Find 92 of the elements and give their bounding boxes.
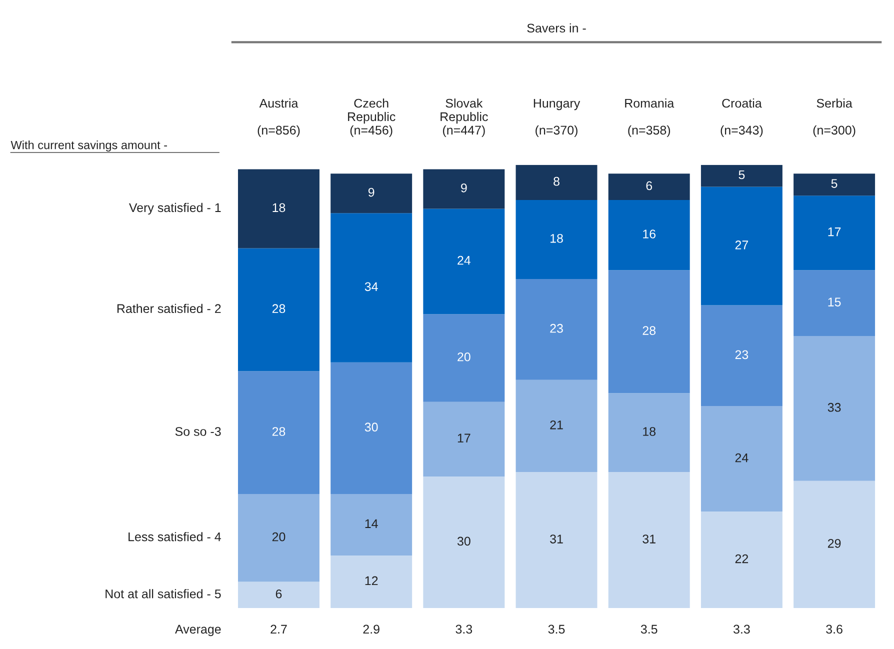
bar — [794, 270, 876, 336]
data-label: 18 — [643, 427, 656, 436]
data-label: 12 — [365, 576, 378, 586]
data-label: 23 — [735, 350, 748, 360]
text: 2.7 — [270, 624, 287, 634]
bar — [423, 476, 505, 608]
series-label: Not at all satisfied - 5 — [106, 589, 221, 598]
bar — [238, 371, 320, 494]
text: 3.5 — [640, 624, 658, 634]
data-label: 22 — [735, 554, 748, 564]
bar — [516, 164, 598, 200]
series-label: Rather satisfied - 2 — [117, 304, 221, 314]
data-label: 17 — [458, 434, 470, 442]
data-label: 20 — [272, 532, 286, 542]
bar — [330, 174, 412, 214]
bar — [238, 494, 320, 582]
bar — [516, 472, 598, 608]
bar — [330, 494, 412, 556]
text: 3.5 — [548, 624, 565, 634]
data-label: 24 — [735, 453, 748, 462]
bar — [330, 362, 412, 494]
bar — [608, 472, 690, 608]
data-label: 31 — [550, 534, 563, 544]
bar — [516, 278, 598, 380]
bar — [700, 186, 782, 306]
bar — [423, 402, 505, 476]
data-label: 6 — [276, 589, 282, 598]
bar — [700, 164, 782, 187]
data-label: 27 — [735, 240, 748, 250]
data-label: 28 — [642, 326, 656, 335]
text: Savers in - — [527, 23, 586, 33]
data-label: 9 — [461, 183, 467, 192]
bar — [608, 393, 690, 472]
data-label: 6 — [646, 181, 652, 190]
data-label: 24 — [458, 256, 471, 265]
bar — [700, 305, 782, 406]
data-label: 20 — [458, 352, 470, 362]
bar — [700, 512, 782, 608]
series-label: Very satisfied - 1 — [128, 202, 221, 215]
bar — [608, 174, 690, 200]
bar — [423, 208, 505, 314]
x-tick-label: Czech Republic (n=456) — [348, 98, 396, 138]
data-label: 5 — [831, 179, 838, 188]
data-label: 33 — [828, 402, 841, 412]
data-label: 29 — [828, 538, 841, 548]
data-label: 15 — [828, 298, 841, 306]
category-label: Austria (n=856) — [258, 98, 300, 138]
data-label: 23 — [550, 324, 563, 333]
bar — [794, 174, 876, 196]
bar — [238, 169, 320, 248]
bar — [330, 555, 412, 608]
text: 3.3 — [456, 624, 472, 634]
data-label: 18 — [550, 234, 563, 243]
category-label: Romania (n=358) — [625, 98, 674, 138]
data-label: 30 — [457, 536, 470, 546]
data-label: 14 — [365, 519, 378, 528]
text: 3.3 — [733, 624, 750, 634]
bar — [238, 248, 320, 372]
category-label: Croatia (n=343) — [720, 98, 763, 138]
bar — [423, 314, 505, 402]
x-tick-label: Slovak Republic (n=447) — [440, 98, 488, 138]
category-label: Serbia (n=300) — [813, 98, 856, 138]
bar — [516, 200, 598, 279]
data-label: 31 — [642, 534, 656, 544]
bar — [608, 270, 690, 394]
text: 3.6 — [826, 624, 842, 634]
data-label: 30 — [364, 422, 378, 432]
bar — [238, 582, 320, 608]
text: Average — [175, 624, 221, 636]
bar — [794, 480, 876, 608]
data-label: 9 — [368, 188, 374, 197]
data-label: 8 — [554, 176, 560, 186]
series-label: So so -3 — [175, 427, 221, 436]
bar — [794, 336, 876, 481]
data-label: 28 — [272, 427, 286, 436]
data-label: 18 — [272, 203, 286, 212]
data-label: 17 — [828, 228, 841, 236]
bar — [794, 196, 876, 270]
data-label: 16 — [643, 230, 656, 238]
data-label: 21 — [550, 420, 563, 430]
legend-title: With current savings amount - — [10, 140, 168, 152]
bar — [700, 406, 782, 512]
text: 2.9 — [363, 624, 380, 634]
series-label: Less satisfied - 4 — [128, 532, 221, 542]
bar — [330, 213, 412, 362]
bar — [423, 169, 505, 209]
data-label: 5 — [738, 170, 745, 180]
bar — [608, 200, 690, 270]
data-label: 28 — [272, 304, 286, 314]
category-label: Hungary (n=370) — [534, 98, 580, 138]
bar — [516, 380, 598, 472]
data-label: 34 — [364, 282, 378, 292]
